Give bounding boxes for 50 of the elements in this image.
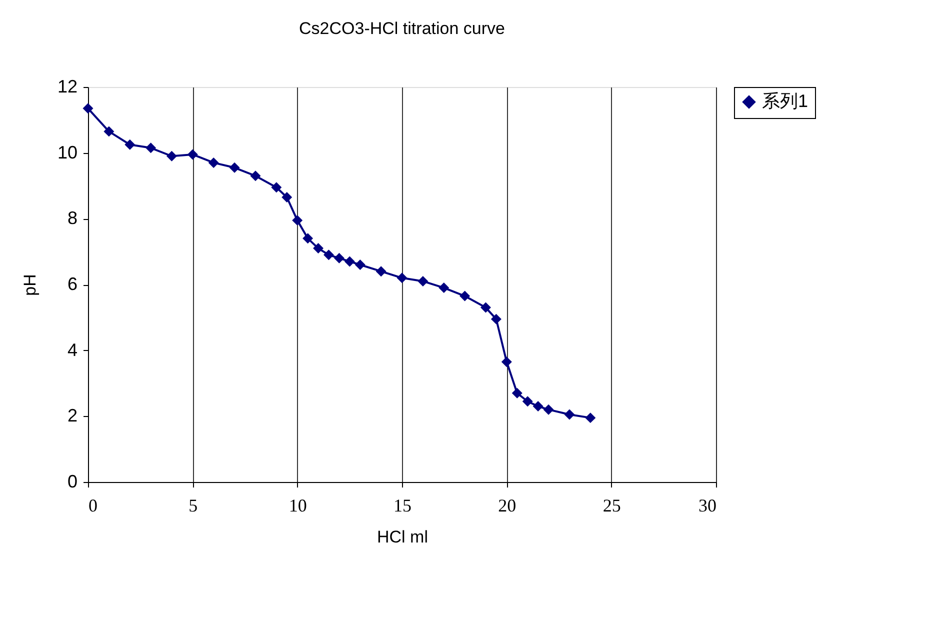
y-tick-label: 2 xyxy=(67,406,78,426)
point xyxy=(187,149,198,160)
y-axis-title: pH xyxy=(20,274,40,296)
chart-title: Cs2CO3-HCl titration curve xyxy=(299,19,505,38)
point xyxy=(480,302,491,313)
point xyxy=(501,356,512,368)
x-axis-title: HCl ml xyxy=(377,528,428,546)
point xyxy=(146,142,156,154)
point xyxy=(438,282,450,294)
point xyxy=(229,162,240,173)
point xyxy=(543,404,554,415)
point xyxy=(522,396,533,407)
point xyxy=(354,260,366,270)
point xyxy=(323,250,334,260)
point xyxy=(418,276,428,286)
point xyxy=(302,233,314,244)
y-tick-label: 6 xyxy=(67,274,78,294)
x-tick-label: 15 xyxy=(394,496,412,516)
x-tick-label: 0 xyxy=(88,496,98,516)
point xyxy=(532,401,544,412)
y-tick-label: 4 xyxy=(67,340,78,360)
point xyxy=(124,139,136,150)
x-tick-label: 20 xyxy=(498,496,516,516)
x-tick-label: 5 xyxy=(188,496,198,516)
point xyxy=(166,150,177,162)
point xyxy=(344,256,355,267)
y-tick-label: 0 xyxy=(67,472,78,492)
y-tick-label: 10 xyxy=(57,142,78,162)
x-tick-label: 10 xyxy=(288,496,307,516)
point xyxy=(460,290,470,302)
point xyxy=(512,388,522,398)
point xyxy=(334,252,344,264)
point xyxy=(585,412,596,424)
point xyxy=(313,243,324,254)
point xyxy=(271,182,282,193)
point xyxy=(396,272,408,284)
point xyxy=(292,215,303,226)
x-tick-label: 25 xyxy=(602,496,621,516)
point xyxy=(282,192,292,203)
point xyxy=(564,409,575,420)
point xyxy=(376,266,386,277)
point xyxy=(490,314,502,324)
y-tick-label: 12 xyxy=(57,76,78,96)
y-tick-label: 8 xyxy=(67,208,78,228)
point xyxy=(208,157,219,168)
point xyxy=(104,126,114,137)
point xyxy=(250,170,261,182)
point xyxy=(82,103,94,114)
legend-label: 系列1 xyxy=(762,91,808,111)
x-tick-label: 30 xyxy=(698,496,716,516)
